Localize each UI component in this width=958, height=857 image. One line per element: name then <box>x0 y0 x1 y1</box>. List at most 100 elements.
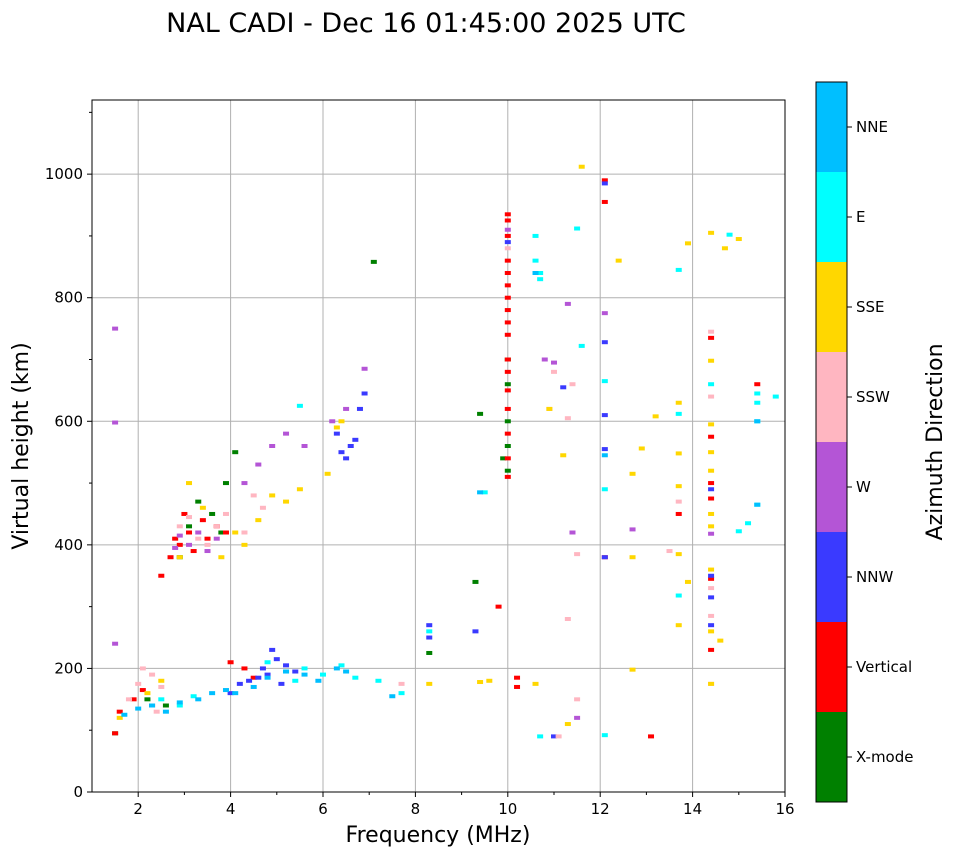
point-sse <box>675 552 682 557</box>
point-sse <box>338 419 345 424</box>
point-sse <box>675 484 682 489</box>
colorbar-tick-label: W <box>856 478 871 496</box>
point-e <box>735 529 742 534</box>
x-tick-label: 8 <box>411 800 421 818</box>
point-nne <box>754 502 761 507</box>
point-vertical <box>504 218 511 223</box>
x-tick-label: 16 <box>775 800 794 818</box>
point-sse <box>708 468 715 473</box>
point-sse <box>158 678 165 683</box>
x-axis-label: Frequency (MHz) <box>346 823 531 848</box>
point-e <box>601 379 608 384</box>
point-ssw <box>259 505 266 510</box>
x-tick-label: 2 <box>133 800 143 818</box>
point-ssw <box>204 542 211 547</box>
point-vertical <box>250 675 257 680</box>
point-vertical <box>222 530 229 535</box>
point-sse <box>232 530 239 535</box>
point-e <box>574 226 581 231</box>
point-x-mode <box>472 579 479 584</box>
point-e <box>675 411 682 416</box>
point-w <box>564 301 571 306</box>
point-nnw <box>259 666 266 671</box>
point-w <box>569 530 576 535</box>
point-vertical <box>504 308 511 313</box>
x-tick-label: 6 <box>318 800 328 818</box>
point-e <box>708 382 715 387</box>
point-vertical <box>504 233 511 238</box>
point-e <box>745 521 752 526</box>
data-points <box>112 164 779 739</box>
point-vertical <box>504 271 511 275</box>
point-nnw <box>292 669 299 674</box>
point-sse <box>116 715 123 720</box>
point-nnw <box>343 456 350 461</box>
colorbar-tick-label: NNE <box>856 118 888 136</box>
point-e <box>481 490 488 495</box>
point-nne <box>264 675 271 680</box>
point-ssw <box>241 530 248 535</box>
point-sse <box>708 450 715 455</box>
point-sse <box>560 453 567 458</box>
point-w <box>172 545 179 550</box>
point-vertical <box>601 199 608 204</box>
point-ssw <box>158 684 165 689</box>
point-x-mode <box>426 650 433 655</box>
point-ssw <box>186 515 193 520</box>
point-ssw <box>195 536 202 541</box>
point-nnw <box>601 181 608 186</box>
colorbar-tick-label: SSW <box>856 388 890 406</box>
point-sse <box>241 542 248 547</box>
point-w <box>551 360 557 365</box>
point-nnw <box>269 647 276 652</box>
point-vertical <box>186 530 193 535</box>
point-nnw <box>278 681 285 686</box>
point-sse <box>629 471 636 476</box>
point-vertical <box>504 258 511 263</box>
point-sse <box>708 230 715 235</box>
point-e <box>158 697 165 702</box>
point-x-mode <box>232 450 239 455</box>
point-e <box>320 672 326 677</box>
point-vertical <box>504 212 511 217</box>
point-nne <box>315 678 322 683</box>
point-nne <box>121 712 128 717</box>
point-sse <box>675 400 682 405</box>
point-nnw <box>551 734 557 739</box>
point-nnw <box>708 623 715 628</box>
point-nne <box>195 697 202 702</box>
point-nnw <box>338 450 345 455</box>
point-nnw <box>236 681 243 686</box>
point-vertical <box>504 406 511 411</box>
point-sse <box>199 505 206 510</box>
point-x-mode <box>209 511 216 516</box>
point-ssw <box>675 499 682 504</box>
point-sse <box>708 511 715 516</box>
point-vertical <box>130 697 137 702</box>
point-nnw <box>333 431 340 436</box>
point-e <box>772 394 779 399</box>
colorbar-tick-label: X-mode <box>856 748 913 766</box>
point-nnw <box>560 385 567 390</box>
point-w <box>301 444 308 448</box>
point-sse <box>708 358 715 363</box>
point-ssw <box>666 549 673 554</box>
point-sse <box>564 722 571 727</box>
point-sse <box>333 425 340 430</box>
point-sse <box>218 555 225 560</box>
point-nne <box>389 694 396 699</box>
y-tick-label: 400 <box>54 536 83 554</box>
point-nnw <box>356 406 363 411</box>
y-axis-label: Virtual height (km) <box>9 342 34 549</box>
point-nne <box>343 669 350 674</box>
point-vertical <box>504 295 511 300</box>
point-vertical <box>199 518 206 523</box>
point-e <box>537 271 544 275</box>
point-w <box>112 641 119 646</box>
point-ssw <box>569 382 576 387</box>
point-sse <box>283 499 290 504</box>
point-ssw <box>250 493 257 498</box>
point-vertical <box>648 734 655 739</box>
point-sse <box>144 691 151 696</box>
point-vertical <box>514 684 521 689</box>
